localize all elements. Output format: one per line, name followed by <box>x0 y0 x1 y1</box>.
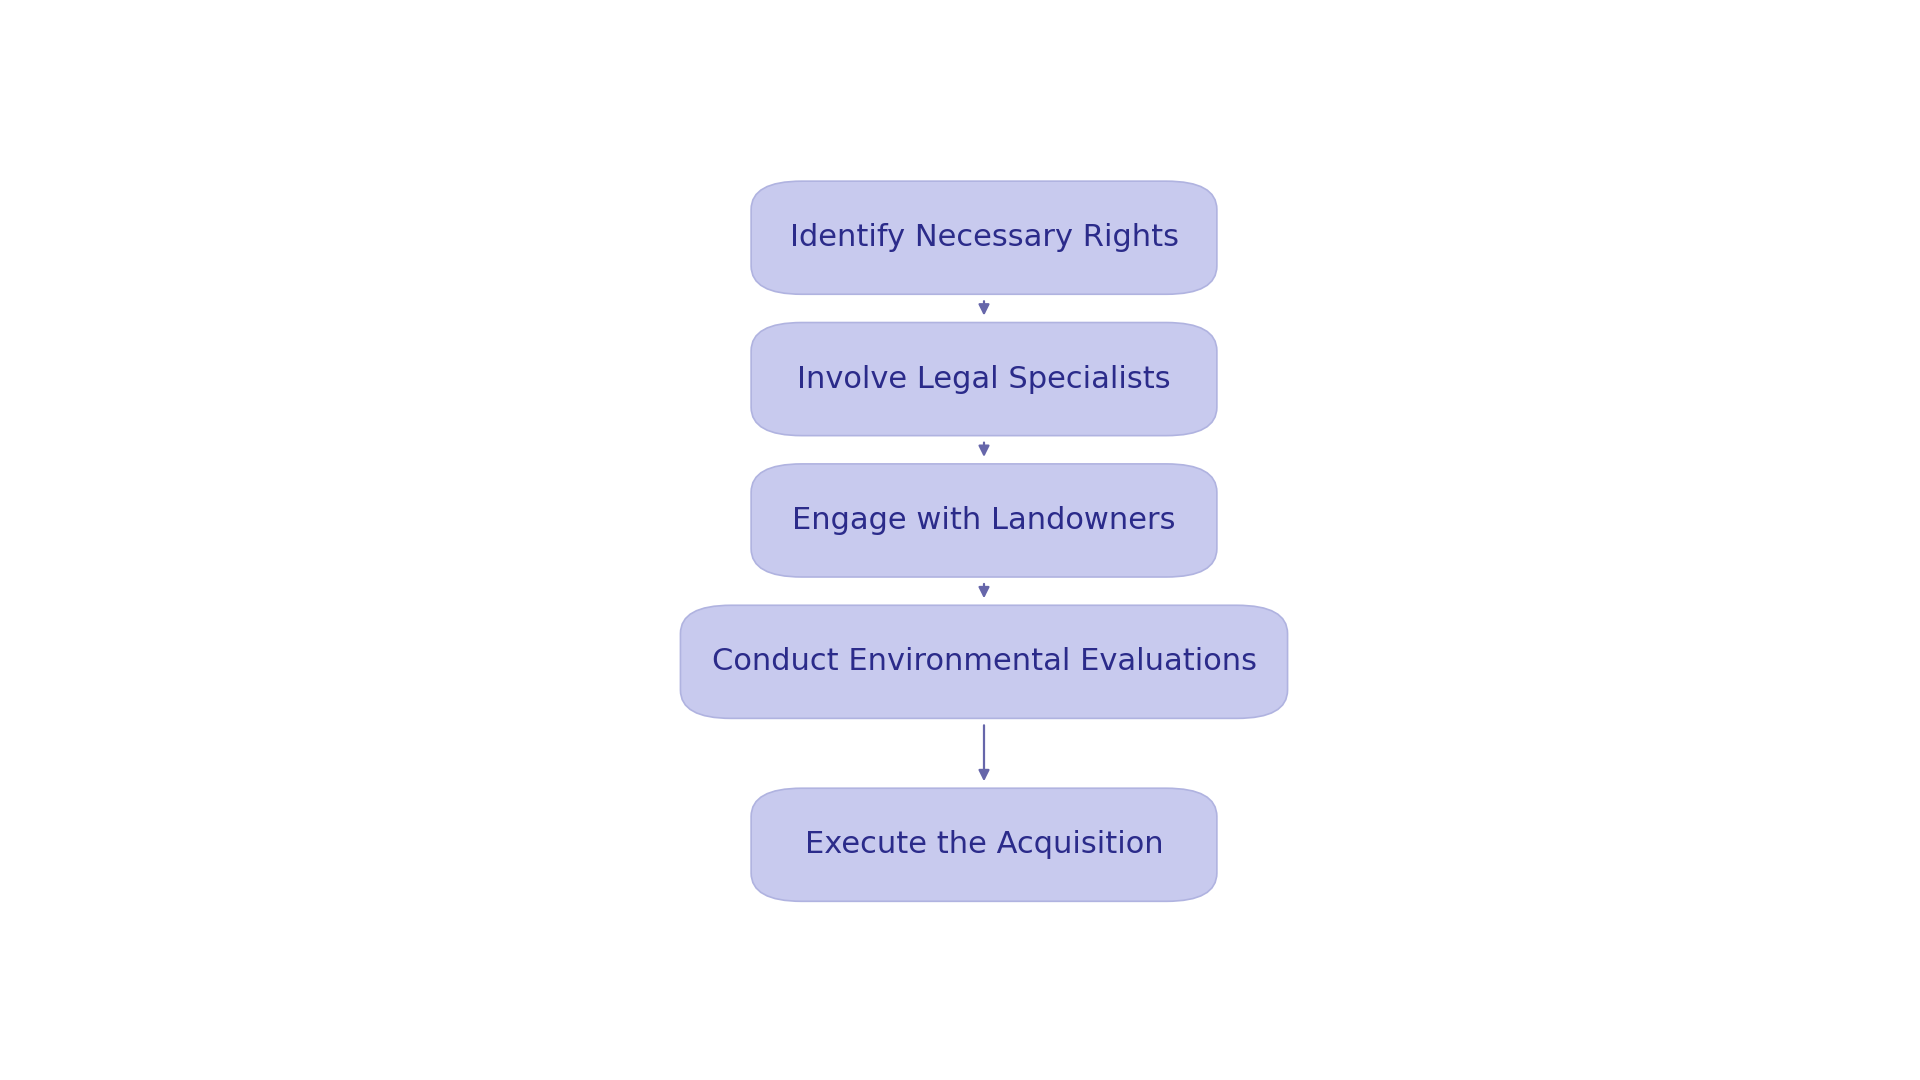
FancyBboxPatch shape <box>751 181 1217 294</box>
Text: Involve Legal Specialists: Involve Legal Specialists <box>797 365 1171 393</box>
Text: Conduct Environmental Evaluations: Conduct Environmental Evaluations <box>712 647 1256 676</box>
Text: Identify Necessary Rights: Identify Necessary Rights <box>789 224 1179 253</box>
FancyBboxPatch shape <box>751 788 1217 902</box>
FancyBboxPatch shape <box>680 605 1288 718</box>
FancyBboxPatch shape <box>751 464 1217 577</box>
Text: Execute the Acquisition: Execute the Acquisition <box>804 831 1164 860</box>
Text: Engage with Landowners: Engage with Landowners <box>793 505 1175 535</box>
FancyBboxPatch shape <box>751 323 1217 435</box>
